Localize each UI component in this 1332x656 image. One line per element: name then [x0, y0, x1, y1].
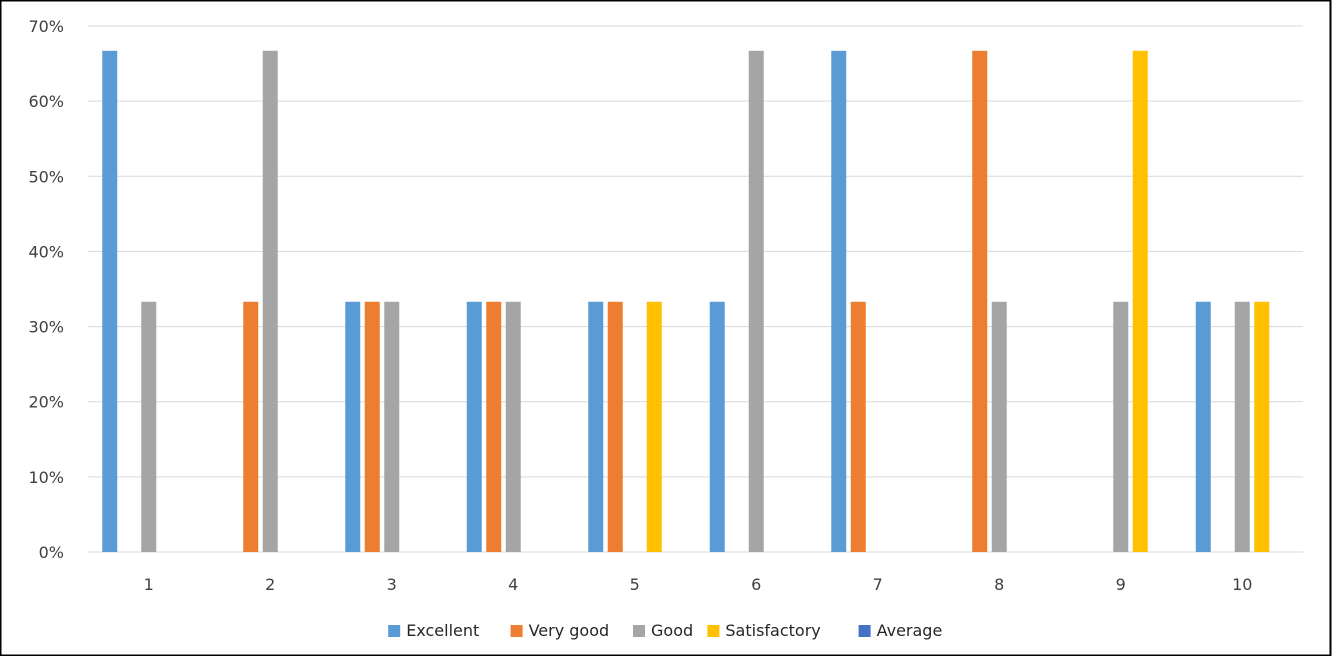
- bar-very-good-7: [850, 301, 866, 552]
- bar-excellent-1: [102, 50, 118, 552]
- bar-good-10: [1234, 301, 1250, 552]
- x-tick-label: 10: [1232, 575, 1252, 594]
- legend-swatch: [633, 625, 645, 637]
- y-tick-label: 70%: [28, 17, 64, 36]
- y-tick-label: 20%: [28, 393, 64, 412]
- legend-label: Good: [651, 621, 693, 640]
- y-tick-label: 40%: [28, 242, 64, 261]
- legend-swatch: [858, 625, 871, 637]
- legend-label: Average: [877, 621, 943, 640]
- legend-label: Satisfactory: [725, 621, 820, 640]
- bar-satisfactory-5: [646, 301, 662, 552]
- bar-excellent-4: [466, 301, 482, 552]
- x-tick-label: 2: [265, 575, 275, 594]
- x-tick-label: 1: [144, 575, 154, 594]
- bar-excellent-7: [831, 50, 847, 552]
- x-axis-ticks: 1 2 3 4 5 6 7 8 9 10: [144, 575, 1253, 594]
- bar-good-2: [262, 50, 278, 552]
- grid-lines: [88, 25, 1303, 553]
- bar-good-3: [384, 301, 400, 552]
- bar-very-good-5: [607, 301, 623, 552]
- x-tick-label: 8: [994, 575, 1004, 594]
- x-tick-label: 6: [751, 575, 761, 594]
- bar-very-good-8: [972, 50, 988, 552]
- legend: Excellent Very good Good Satisfactory Averag…: [388, 621, 942, 640]
- bar-good-6: [748, 50, 764, 552]
- legend-label: Very good: [529, 621, 610, 640]
- bar-good-9: [1113, 301, 1129, 552]
- bars: [102, 50, 1270, 552]
- y-tick-label: 10%: [28, 468, 64, 487]
- bar-excellent-10: [1195, 301, 1211, 552]
- bar-very-good-3: [364, 301, 380, 552]
- bar-good-1: [141, 301, 157, 552]
- x-tick-label: 4: [508, 575, 518, 594]
- bar-very-good-2: [243, 301, 259, 552]
- bar-excellent-5: [588, 301, 604, 552]
- x-tick-label: 9: [1116, 575, 1126, 594]
- bar-very-good-4: [486, 301, 502, 552]
- bar-excellent-3: [345, 301, 361, 552]
- legend-swatch: [388, 625, 401, 637]
- bar-good-4: [505, 301, 521, 552]
- bar-excellent-6: [709, 301, 725, 552]
- x-tick-label: 3: [387, 575, 397, 594]
- x-tick-label: 5: [630, 575, 640, 594]
- legend-swatch: [707, 625, 720, 637]
- bar-satisfactory-9: [1132, 50, 1148, 552]
- x-tick-label: 7: [873, 575, 883, 594]
- bar-good-8: [991, 301, 1007, 552]
- y-tick-label: 60%: [28, 92, 64, 111]
- y-axis-ticks: 0% 10% 20% 30% 40% 50% 60% 70%: [28, 17, 64, 562]
- bar-satisfactory-10: [1254, 301, 1270, 552]
- y-tick-label: 30%: [28, 318, 64, 337]
- y-tick-label: 0%: [39, 543, 64, 562]
- legend-swatch: [510, 625, 523, 637]
- y-tick-label: 50%: [28, 167, 64, 186]
- legend-label: Excellent: [406, 621, 479, 640]
